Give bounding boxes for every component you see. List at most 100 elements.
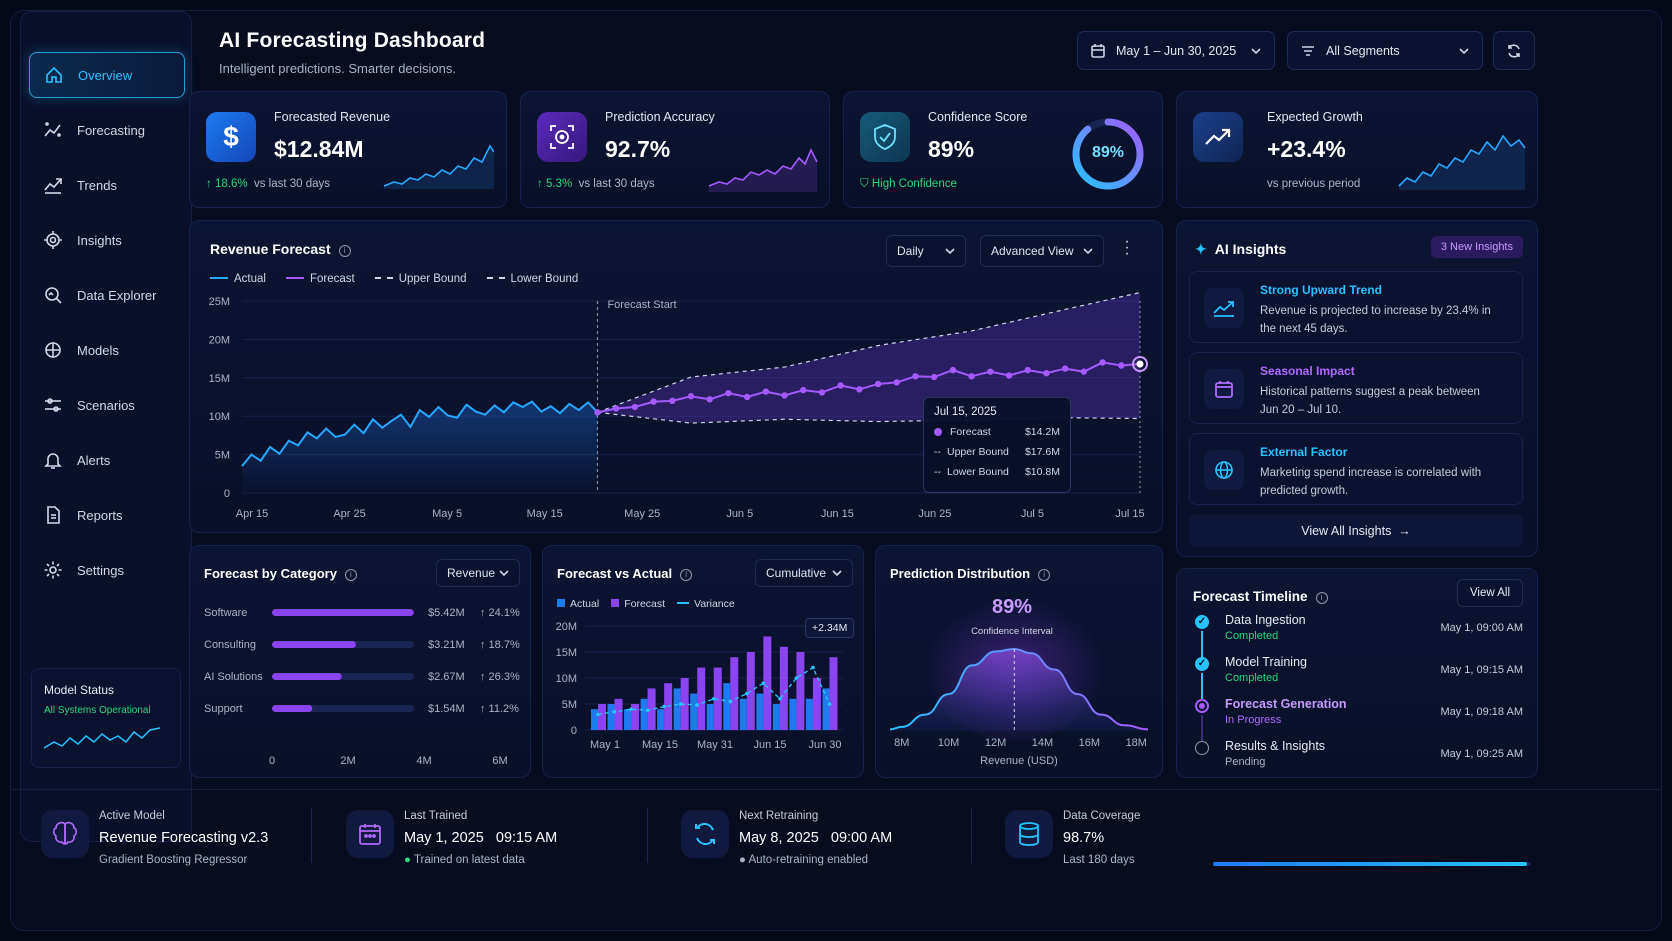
category-bar: [272, 705, 313, 712]
kpi-delta-text: vs last 30 days: [578, 178, 655, 190]
revenue-forecast-chart: 0 5M 10M 15M 20M 25M Apr 15 Apr 25 May 5 May 15 Ma…: [209, 291, 1148, 520]
view-select[interactable]: Advanced View: [980, 235, 1104, 267]
page-title: AI Forecasting Dashboard: [219, 29, 486, 52]
x-tick-label: 2M: [340, 755, 355, 767]
forecast-point: [781, 392, 788, 399]
confidence-band: [597, 292, 1140, 424]
more-options-icon[interactable]: · · ·: [1124, 233, 1130, 262]
sidebar-item-alerts[interactable]: Alerts: [29, 437, 185, 483]
timeline-view-all-button[interactable]: View All: [1456, 579, 1523, 607]
x-tick-label: 10M: [938, 737, 959, 749]
legend-variance: Variance: [677, 598, 735, 610]
info-icon[interactable]: i: [344, 569, 357, 581]
category-delta: ↑ 11.2%: [480, 703, 519, 715]
kpi-label: Prediction Accuracy: [605, 110, 715, 124]
sidebar-item-models[interactable]: Models: [29, 327, 185, 373]
x-tick-label: 0: [269, 755, 275, 767]
info-icon[interactable]: i: [1315, 592, 1328, 604]
insights-icon: [44, 231, 62, 249]
sidebar-item-data-explorer[interactable]: Data Explorer: [29, 272, 185, 318]
forecast-point: [856, 386, 863, 393]
globe-icon: [1204, 450, 1244, 490]
kpi-value: 89%: [928, 136, 975, 162]
actual-line: [241, 400, 599, 467]
category-delta: ↑ 24.1%: [480, 607, 520, 619]
sidebar-item-scenarios[interactable]: Scenarios: [29, 382, 185, 428]
insight-title: Strong Upward Trend: [1260, 283, 1383, 297]
sidebar-item-overview[interactable]: Overview: [29, 52, 185, 98]
category-value: $5.42M: [428, 607, 465, 619]
forecast-point: [650, 398, 657, 405]
variance-point: [761, 681, 766, 685]
actual-bar: [607, 704, 615, 730]
footer-sub: ● Trained on latest data: [404, 854, 525, 866]
view-all-insights-button[interactable]: View All Insights →: [1189, 515, 1523, 547]
x-tick-label: Jun 15: [753, 739, 786, 751]
report-icon: [47, 506, 60, 524]
timeline-step: Forecast Generation In Progress May 1, 09:…: [1191, 697, 1523, 741]
refresh-button[interactable]: [1493, 31, 1535, 70]
actual-bar: [789, 698, 797, 730]
kpi-badge: ⛉ High Confidence: [860, 178, 957, 191]
home-icon: [46, 66, 62, 83]
granularity-value: Daily: [897, 244, 924, 258]
insight-card[interactable]: External Factor Marketing spend increase…: [1189, 433, 1523, 505]
variance-point: [794, 676, 799, 680]
legend-upper: Upper Bound: [374, 273, 467, 285]
new-insights-badge[interactable]: 3 New Insights: [1430, 236, 1523, 258]
arrow-right-icon: →: [1398, 524, 1411, 538]
variance-point: [728, 699, 733, 704]
sidebar-item-settings[interactable]: Settings: [29, 547, 185, 593]
variance-point: [629, 707, 633, 711]
x-tick-label: May 15: [527, 508, 563, 520]
sidebar-item-reports[interactable]: Reports: [29, 492, 185, 538]
granularity-select[interactable]: Daily: [886, 235, 966, 267]
actual-bar: [756, 693, 764, 730]
info-icon[interactable]: i: [1038, 569, 1051, 581]
date-range-picker[interactable]: May 1 – Jun 30, 2025: [1077, 31, 1275, 70]
trend-up-icon: [1204, 288, 1244, 328]
variance-point: [662, 704, 666, 709]
category-label: Software: [204, 607, 247, 619]
fva-mode-value: Cumulative: [766, 566, 827, 580]
model-status-sparkline: [43, 727, 161, 749]
insight-card[interactable]: Strong Upward Trend Revenue is projected…: [1189, 271, 1523, 343]
sidebar-item-insights[interactable]: Insights: [29, 217, 185, 263]
insight-card[interactable]: Seasonal Impact Historical patterns sugg…: [1189, 352, 1523, 424]
forecast-bar: [647, 688, 656, 730]
actual-bar: [822, 688, 830, 730]
sidebar-item-trends[interactable]: Trends: [29, 162, 185, 208]
category-label: Consulting: [204, 639, 256, 651]
target-icon: [537, 112, 587, 162]
sidebar-item-forecasting[interactable]: Forecasting: [29, 107, 185, 153]
kpi-confidence-score: Confidence Score 89% ⛉ High Confidence 8…: [843, 91, 1163, 208]
sidebar-item-label: Data Explorer: [77, 287, 157, 303]
hover-marker: [1132, 355, 1148, 372]
info-icon[interactable]: i: [338, 245, 351, 257]
revenue-sparkline: [383, 144, 494, 189]
legend-actual: Actual: [210, 273, 266, 285]
category-metric-value: Revenue: [447, 566, 496, 580]
fva-mode-select[interactable]: Cumulative: [755, 559, 853, 587]
forecast-point: [1080, 368, 1088, 375]
kpi-label: Expected Growth: [1267, 110, 1363, 124]
actual-bar: [706, 704, 714, 730]
forecast-point: [818, 389, 826, 396]
x-tick-label: 12M: [985, 737, 1006, 749]
info-icon[interactable]: i: [680, 569, 693, 581]
segment-select[interactable]: All Segments: [1287, 31, 1483, 70]
check-shield-icon: ⛉: [860, 178, 869, 190]
timeline-step-status: In Progress: [1225, 714, 1282, 726]
forecast-point: [594, 409, 601, 416]
timeline-step-name: Results & Insights: [1225, 739, 1326, 753]
footer-value: 98.7%: [1063, 830, 1105, 846]
category-metric-select[interactable]: Revenue: [436, 559, 520, 587]
kpi-delta-text: vs previous period: [1267, 178, 1361, 190]
insight-text: Historical patterns suggest a peak betwe…: [1260, 386, 1480, 416]
x-tick-label: Jul 5: [1021, 508, 1044, 520]
timeline-step: Results & Insights Pending May 1, 09:25 AM: [1191, 739, 1523, 781]
actual-bar: [772, 704, 780, 730]
forecast-bar: [598, 704, 606, 730]
footer-value: Revenue Forecasting v2.3: [99, 830, 269, 846]
y-tick-label: 10M: [556, 673, 577, 685]
